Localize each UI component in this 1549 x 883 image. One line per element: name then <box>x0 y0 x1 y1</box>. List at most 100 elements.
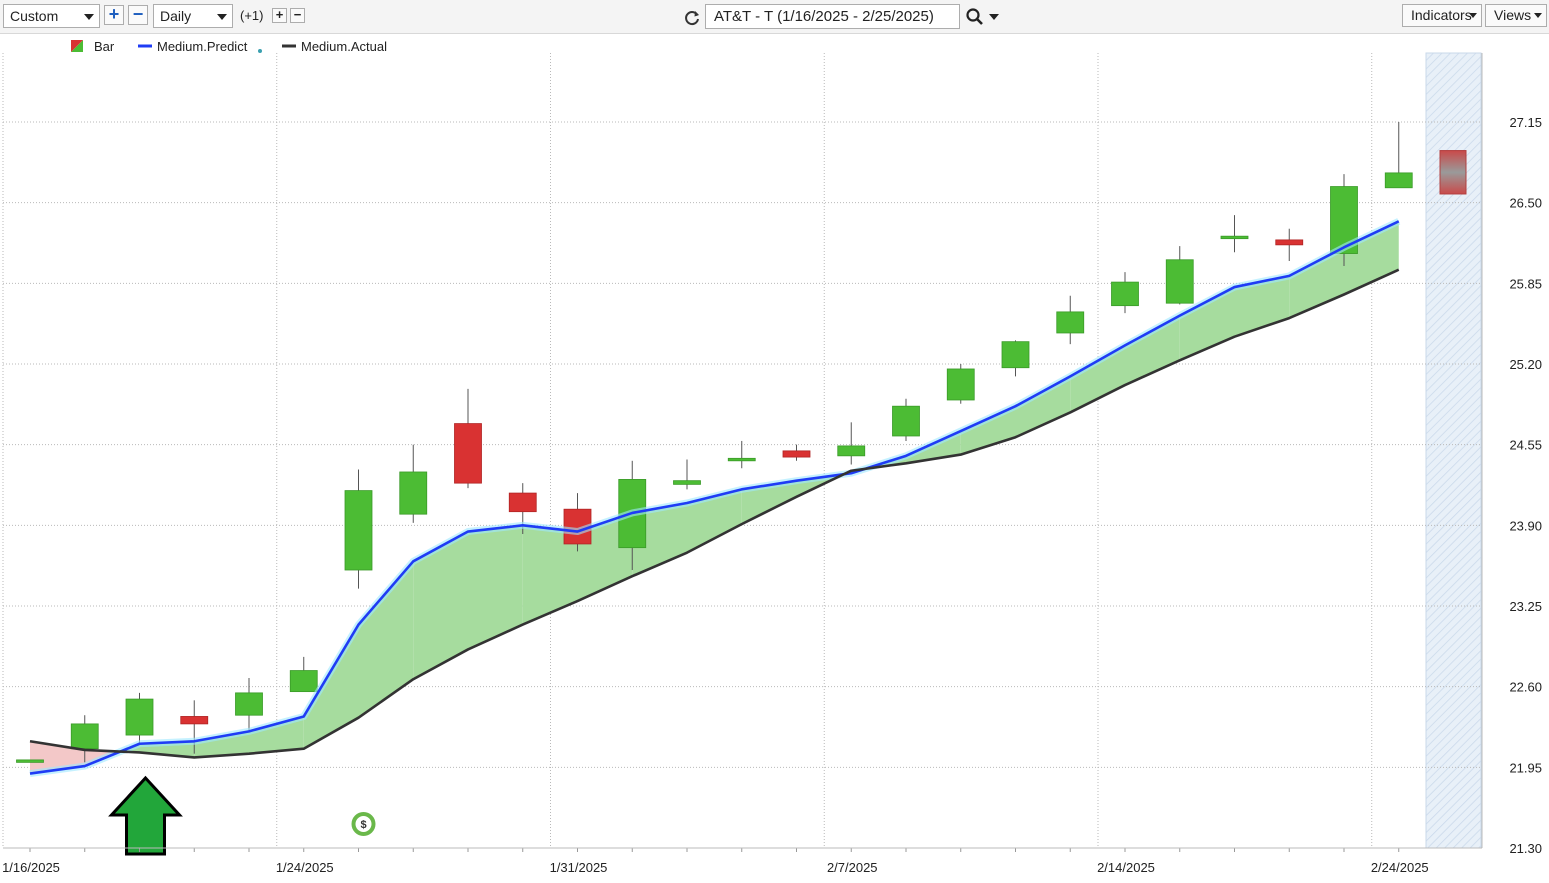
candle-body <box>399 471 428 515</box>
dividend-icon: $ <box>351 812 376 836</box>
candle-up <box>1165 246 1194 305</box>
candle-body <box>16 759 44 763</box>
y-tick-label: 23.90 <box>1509 518 1542 533</box>
zoom-in-button[interactable]: + <box>104 5 124 25</box>
zoom-out-button[interactable]: − <box>128 5 148 25</box>
fill-segment <box>741 480 797 525</box>
fill-segment <box>468 525 523 650</box>
chevron-down-icon <box>1534 13 1542 18</box>
offset-label: (+1) <box>240 8 264 23</box>
candle-down <box>508 483 537 535</box>
legend: Bar Medium.Predict Medium.Actual <box>71 39 387 54</box>
fill-segment <box>687 489 742 553</box>
offset-decrease-button[interactable]: − <box>290 8 305 23</box>
candle-up <box>946 364 975 404</box>
offset-increase-button[interactable]: + <box>272 8 287 23</box>
legend-label: Medium.Actual <box>301 39 387 54</box>
y-tick-label: 26.50 <box>1509 196 1542 211</box>
candle-up <box>1001 340 1030 377</box>
x-tick-label: 1/24/2025 <box>276 860 334 875</box>
y-tick-label: 21.30 <box>1509 841 1542 856</box>
candle-body <box>1056 311 1085 334</box>
y-tick-label: 21.95 <box>1509 760 1542 775</box>
x-tick-label: 2/24/2025 <box>1371 860 1429 875</box>
x-tick-label: 2/7/2025 <box>827 860 878 875</box>
views-label: Views <box>1494 7 1532 23</box>
candle-body <box>946 368 975 401</box>
refresh-icon[interactable] <box>682 8 702 28</box>
candle-down <box>563 493 592 552</box>
candle-up <box>399 444 428 523</box>
candle-up <box>892 398 920 441</box>
legend-item-predict: Medium.Predict <box>138 39 262 54</box>
range-mode-value: Custom <box>10 8 59 24</box>
fill-segment <box>249 716 304 754</box>
chart-toolbar: Custom + − Daily (+1) + − AT&T - T (1/16… <box>0 0 1549 34</box>
symbol-search-button[interactable] <box>965 7 1003 27</box>
candle-body <box>1275 239 1304 246</box>
views-button[interactable]: Views <box>1485 4 1547 27</box>
candle-body <box>454 423 482 484</box>
fill-segment <box>1125 315 1180 386</box>
candle-body <box>892 405 920 437</box>
chevron-down-icon <box>217 14 227 20</box>
candle-body <box>1111 281 1139 307</box>
candle-body <box>1165 259 1194 304</box>
candle-up <box>727 440 756 469</box>
range-mode-select[interactable]: Custom <box>3 4 100 28</box>
candle-down <box>782 444 811 461</box>
candle-up <box>235 677 263 732</box>
candle-up <box>1056 295 1085 345</box>
y-tick-label: 25.20 <box>1509 357 1542 372</box>
candle-up <box>344 469 373 589</box>
x-tick-label: 2/14/2025 <box>1097 860 1155 875</box>
interval-value: Daily <box>160 8 192 24</box>
x-tick-label: 1/31/2025 <box>550 860 608 875</box>
chevron-down-icon <box>989 14 999 20</box>
candle-body <box>837 445 866 457</box>
y-tick-label: 27.15 <box>1509 115 1542 130</box>
buy-arrow-icon <box>108 775 183 856</box>
candle-up <box>673 459 701 490</box>
y-tick-label: 22.60 <box>1509 680 1542 695</box>
candle-up <box>837 422 866 465</box>
indicators-label: Indicators <box>1411 7 1472 23</box>
candle-up <box>1220 215 1249 253</box>
candle-body <box>1001 341 1030 369</box>
candle-body <box>508 492 537 513</box>
candle-up <box>125 692 154 743</box>
candle-up <box>1384 122 1413 189</box>
x-tick-label: 1/16/2025 <box>2 860 60 875</box>
candle-up <box>289 656 318 693</box>
candle-body <box>125 698 154 736</box>
fill-segment <box>1015 376 1071 438</box>
legend-label: Medium.Predict <box>157 39 248 54</box>
legend-item-bar: Bar <box>71 39 115 54</box>
y-tick-label: 23.25 <box>1509 599 1542 614</box>
candle-body <box>344 490 373 571</box>
plus-icon: + <box>275 7 284 22</box>
candle-body <box>1384 172 1413 189</box>
candle-body <box>289 670 318 693</box>
fill-segment <box>194 731 249 758</box>
legend-item-actual: Medium.Actual <box>282 39 387 54</box>
indicators-button[interactable]: Indicators <box>1402 4 1482 27</box>
candle-body <box>727 457 756 462</box>
series-lines <box>29 218 1401 778</box>
candle-body <box>782 450 811 458</box>
candle-body <box>180 716 209 725</box>
candle-down <box>180 700 209 754</box>
magnifier-icon <box>966 8 983 25</box>
symbol-title-field[interactable]: AT&T - T (1/16/2025 - 2/25/2025) <box>705 4 960 29</box>
candle-body <box>673 480 701 485</box>
fill-segment <box>960 406 1016 455</box>
annotations: $ <box>108 775 376 856</box>
price-chart[interactable]: $ 27.15 26.50 25.85 25.20 24.55 23.90 23.25 22.… <box>0 35 1549 883</box>
fill-segment <box>1070 345 1125 413</box>
interval-select[interactable]: Daily <box>153 4 233 28</box>
status-dot-icon <box>258 49 262 53</box>
symbol-title: AT&T - T (1/16/2025 - 2/25/2025) <box>714 8 934 25</box>
y-tick-label: 24.55 <box>1509 438 1542 453</box>
actual-line <box>29 268 1400 759</box>
candle-body <box>1220 235 1249 240</box>
